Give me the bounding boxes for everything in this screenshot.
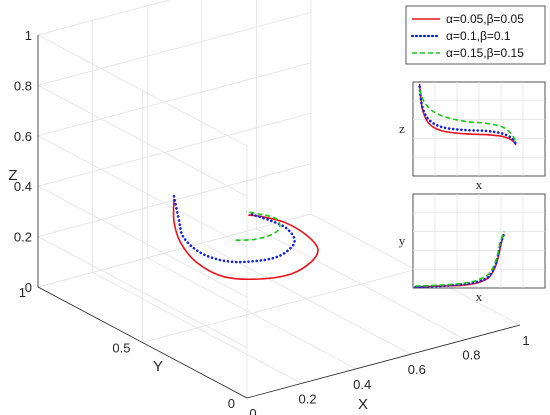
y-axis-label: Y xyxy=(153,358,163,375)
z-tick-label: 0.8 xyxy=(14,78,32,93)
inset-xy: xy xyxy=(399,193,546,304)
y-tick-label: 0.5 xyxy=(112,341,130,356)
z-tick-label: 0.2 xyxy=(14,230,32,245)
grid-line-wall-x xyxy=(37,34,248,147)
y-axis-line xyxy=(37,286,248,399)
inset-series-line-2 xyxy=(418,85,518,146)
inset-series-line-3 xyxy=(415,231,505,287)
grid-line-wall-y xyxy=(37,213,312,288)
inset-series-line-1 xyxy=(418,83,517,146)
grid-line-wall-x xyxy=(37,85,248,197)
x-tick-label: 0.4 xyxy=(353,377,371,392)
z-axis-label: Z xyxy=(8,167,17,184)
z-tick-label: 0.4 xyxy=(14,179,32,194)
z-tick-label: 1 xyxy=(25,28,32,43)
z-tick-label: 0.6 xyxy=(14,129,32,144)
y-tick-label: 1 xyxy=(19,285,26,300)
legend-label-2: α=0.1,β=0.1 xyxy=(446,29,511,43)
inset-xz: xz xyxy=(399,81,546,192)
grid-line-floor xyxy=(142,269,416,343)
x-tick-label: 0 xyxy=(249,406,256,415)
inset-x-label: x xyxy=(476,289,483,304)
grid-line-wall-x xyxy=(37,185,248,298)
x-axis-line xyxy=(246,324,521,399)
x-tick-label: 0.6 xyxy=(408,362,426,377)
plot-grid xyxy=(37,0,521,399)
grid-line-wall-x xyxy=(37,135,248,248)
series-line-1 xyxy=(172,198,319,281)
inset-series-line-3 xyxy=(418,89,517,144)
grid-line-wall-x xyxy=(37,236,248,348)
x-tick-label: 1 xyxy=(522,333,529,348)
x-tick-label: 0.8 xyxy=(462,348,480,363)
series-line-3 xyxy=(235,210,281,241)
series-lines xyxy=(172,195,319,281)
legend-label-3: α=0.15,β=0.15 xyxy=(446,46,524,60)
series-line-2 xyxy=(172,195,296,264)
x-axis-label: X xyxy=(358,396,368,413)
grid-line-wall-y xyxy=(37,12,312,86)
inset-y-label: y xyxy=(399,233,406,248)
z-tick-label: 0 xyxy=(25,280,32,295)
grid-line-wall-y xyxy=(37,112,312,187)
grid-line-wall-y xyxy=(37,62,312,137)
legend: α=0.05,β=0.05 α=0.1,β=0.1 α=0.15,β=0.15 xyxy=(405,5,546,65)
grid-line-wall-y xyxy=(37,0,171,36)
inset-y-label: z xyxy=(399,121,405,136)
legend-label-1: α=0.05,β=0.05 xyxy=(446,12,524,26)
inset-x-label: x xyxy=(476,177,483,192)
y-tick-label: 0 xyxy=(228,396,235,411)
x-tick-label: 0.2 xyxy=(299,391,317,406)
